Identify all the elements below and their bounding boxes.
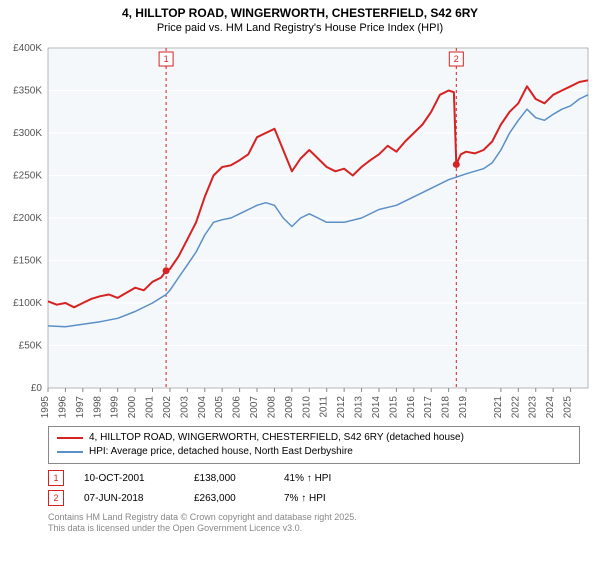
marker-row-badge: 1 — [48, 470, 64, 486]
x-tick-label: 2018 — [441, 396, 452, 419]
x-tick-label: 2017 — [423, 396, 434, 419]
y-tick-label: £150K — [13, 256, 42, 267]
marker-row-delta: 41% ↑ HPI — [284, 473, 364, 484]
marker-row-badge: 2 — [48, 490, 64, 506]
marker-row-date: 10-OCT-2001 — [84, 473, 174, 484]
x-tick-label: 2015 — [388, 396, 399, 419]
x-tick-label: 2009 — [284, 396, 295, 419]
x-tick-label: 1999 — [110, 396, 121, 419]
footer-line-1: Contains HM Land Registry data © Crown c… — [48, 512, 580, 523]
y-tick-label: £0 — [31, 383, 43, 394]
marker-dot — [163, 267, 170, 274]
legend-row: 4, HILLTOP ROAD, WINGERWORTH, CHESTERFIE… — [57, 431, 571, 445]
marker-row: 2 07-JUN-2018 £263,000 7% ↑ HPI — [48, 488, 580, 508]
x-tick-label: 2024 — [545, 396, 556, 419]
x-tick-label: 2007 — [249, 396, 260, 419]
x-tick-label: 2008 — [266, 396, 277, 419]
y-tick-label: £100K — [13, 298, 42, 309]
marker-badge-label: 2 — [454, 54, 459, 64]
x-tick-label: 1997 — [75, 396, 86, 419]
y-tick-label: £50K — [19, 341, 43, 352]
x-tick-label: 2010 — [301, 396, 312, 419]
y-tick-label: £400K — [13, 43, 42, 54]
x-tick-label: 2019 — [458, 396, 469, 419]
footer-line-2: This data is licensed under the Open Gov… — [48, 523, 580, 534]
x-tick-label: 2014 — [371, 396, 382, 419]
y-tick-label: £200K — [13, 213, 42, 224]
x-tick-label: 2025 — [563, 396, 574, 419]
y-tick-label: £250K — [13, 171, 42, 182]
x-tick-label: 1998 — [92, 396, 103, 419]
x-tick-label: 2016 — [406, 396, 417, 419]
markers-table: 1 10-OCT-2001 £138,000 41% ↑ HPI 2 07-JUN-201… — [48, 468, 580, 508]
x-tick-label: 2021 — [493, 396, 504, 419]
chart-area: £0 £50K £100K £150K £200K £250K £300K £350K £400… — [0, 40, 600, 420]
x-tick-label: 2013 — [354, 396, 365, 419]
legend-swatch — [57, 437, 83, 439]
y-tick-label: £300K — [13, 128, 42, 139]
marker-dot — [453, 161, 460, 168]
legend-label: 4, HILLTOP ROAD, WINGERWORTH, CHESTERFIE… — [89, 431, 464, 445]
legend: 4, HILLTOP ROAD, WINGERWORTH, CHESTERFIE… — [48, 426, 580, 464]
marker-row-delta: 7% ↑ HPI — [284, 493, 364, 504]
chart-title: 4, HILLTOP ROAD, WINGERWORTH, CHESTERFIE… — [0, 6, 600, 20]
x-tick-label: 1995 — [40, 396, 51, 419]
x-tick-label: 1996 — [57, 396, 68, 419]
x-tick-label: 2001 — [145, 396, 156, 419]
x-tick-label: 2005 — [214, 396, 225, 419]
legend-label: HPI: Average price, detached house, Nort… — [89, 445, 353, 459]
x-tick-label: 2004 — [197, 396, 208, 419]
legend-swatch — [57, 451, 83, 453]
x-tick-label: 2023 — [528, 396, 539, 419]
marker-row-date: 07-JUN-2018 — [84, 493, 174, 504]
x-tick-label: 2012 — [336, 396, 347, 419]
footer-attribution: Contains HM Land Registry data © Crown c… — [48, 512, 580, 534]
legend-row: HPI: Average price, detached house, Nort… — [57, 445, 571, 459]
x-tick-label: 2011 — [319, 396, 330, 418]
marker-badge-label: 1 — [164, 54, 169, 64]
x-tick-label: 2002 — [162, 396, 173, 419]
marker-row-price: £263,000 — [194, 493, 264, 504]
x-tick-label: 2022 — [510, 396, 521, 419]
marker-row: 1 10-OCT-2001 £138,000 41% ↑ HPI — [48, 468, 580, 488]
x-tick-label: 2000 — [127, 396, 138, 419]
line-chart-svg: £0 £50K £100K £150K £200K £250K £300K £350K £400… — [0, 40, 600, 420]
y-tick-label: £350K — [13, 86, 42, 97]
chart-subtitle: Price paid vs. HM Land Registry's House … — [0, 22, 600, 34]
marker-row-price: £138,000 — [194, 473, 264, 484]
x-tick-label: 2006 — [232, 396, 243, 419]
x-tick-label: 2003 — [179, 396, 190, 419]
